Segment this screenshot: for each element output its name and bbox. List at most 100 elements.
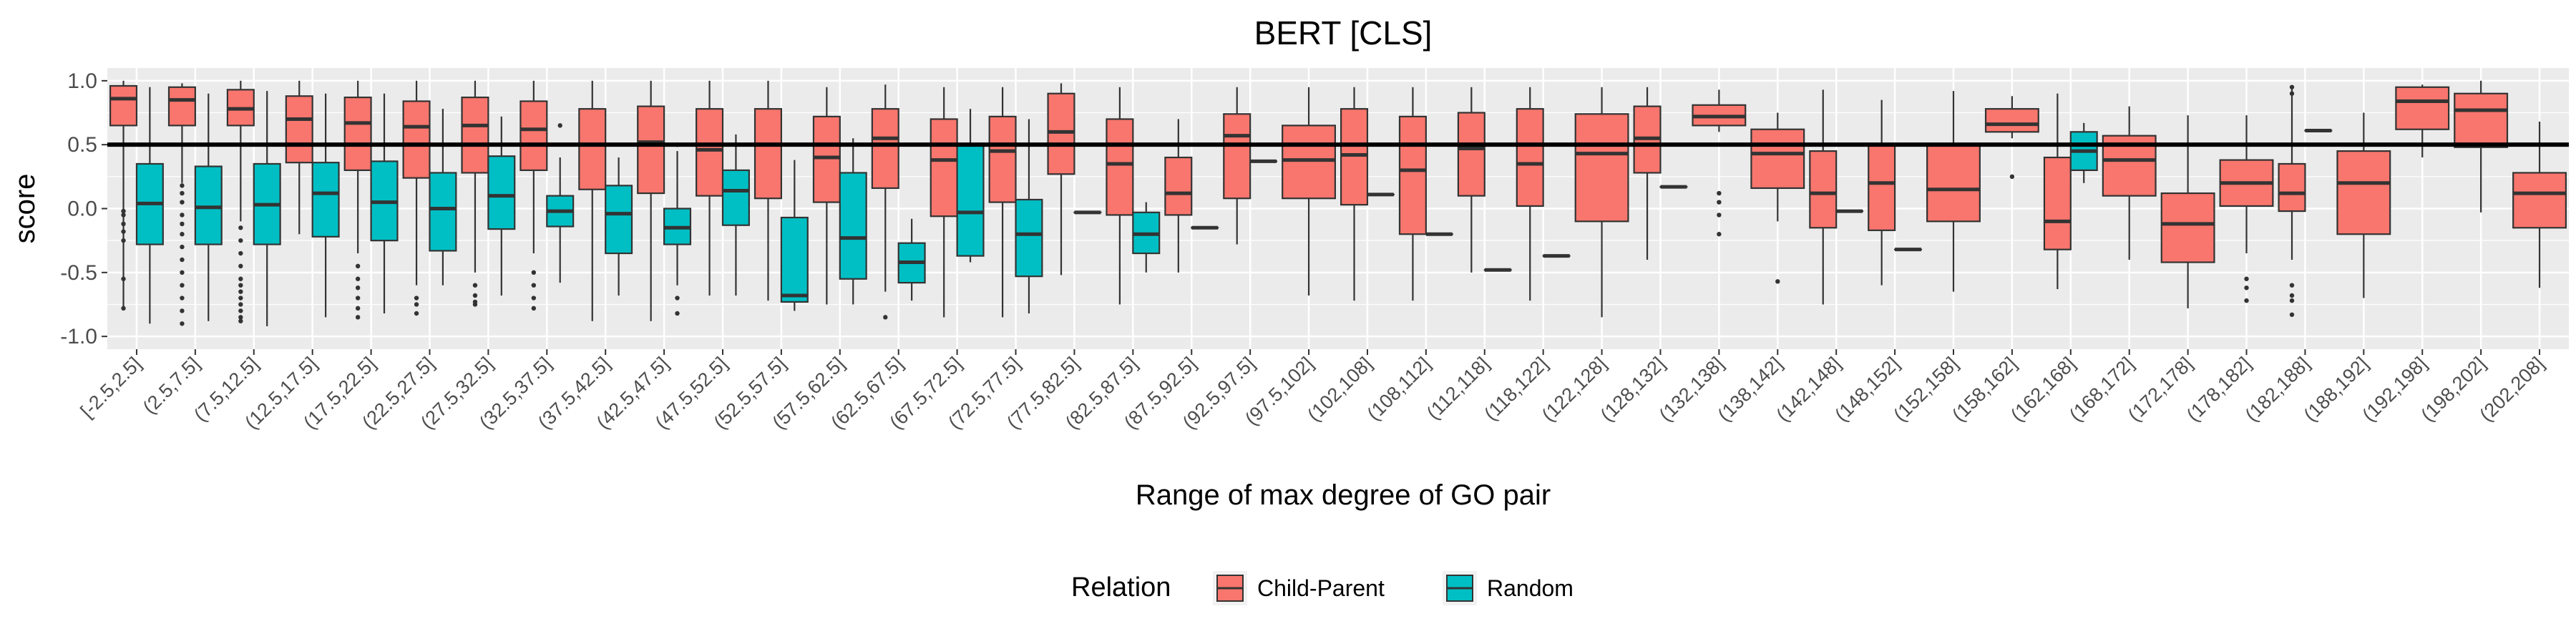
outlier-point bbox=[121, 276, 126, 281]
legend: Relation Child-Parent Random bbox=[1071, 571, 1574, 605]
box-iqr bbox=[311, 162, 340, 238]
outlier-point bbox=[180, 321, 185, 326]
box-child-parent bbox=[753, 80, 783, 301]
box-iqr bbox=[930, 118, 958, 218]
box-child-parent bbox=[812, 87, 841, 305]
legend-label: Child-Parent bbox=[1257, 575, 1385, 601]
outlier-point bbox=[675, 311, 680, 316]
box-random bbox=[487, 116, 516, 296]
box-iqr bbox=[109, 84, 138, 127]
box-random bbox=[429, 109, 457, 286]
x-axis: [-2.5,2.5](2.5,7.5](7.5,12.5](12.5,17.5]… bbox=[77, 349, 2548, 434]
box-random bbox=[780, 160, 809, 311]
box-iqr bbox=[1516, 108, 1544, 208]
outlier-point bbox=[180, 183, 185, 188]
box-iqr bbox=[956, 144, 985, 257]
box-iqr bbox=[194, 165, 223, 245]
outlier-point bbox=[2289, 283, 2295, 288]
legend-title: Relation bbox=[1071, 572, 1171, 602]
outlier-point bbox=[238, 250, 243, 256]
box-iqr bbox=[2512, 172, 2567, 229]
y-tick-label: -0.5 bbox=[60, 261, 97, 285]
outlier-point bbox=[1775, 279, 1780, 284]
box-random bbox=[605, 157, 633, 296]
outlier-point bbox=[121, 238, 126, 243]
outlier-point bbox=[238, 315, 243, 320]
box-random bbox=[135, 87, 164, 324]
box-child-parent bbox=[696, 80, 724, 296]
outlier-point bbox=[557, 123, 562, 128]
box-child-parent bbox=[109, 80, 138, 311]
box-child-parent bbox=[1457, 87, 1485, 273]
outlier-point bbox=[1717, 213, 1722, 218]
box-iqr bbox=[1457, 112, 1485, 197]
box-child-parent bbox=[343, 80, 372, 320]
box-iqr bbox=[285, 95, 313, 164]
box-child-parent bbox=[2043, 93, 2072, 290]
box-iqr bbox=[1574, 113, 1629, 223]
box-iqr bbox=[1340, 108, 1369, 206]
outlier-point bbox=[531, 270, 537, 275]
outlier-point bbox=[531, 306, 537, 311]
box-child-parent bbox=[2512, 122, 2567, 288]
box-iqr bbox=[2395, 86, 2450, 130]
box-iqr bbox=[167, 86, 196, 127]
box-iqr bbox=[988, 115, 1017, 203]
outlier-point bbox=[414, 311, 419, 316]
box-child-parent bbox=[1809, 89, 1838, 305]
legend-item-random: Random bbox=[1443, 571, 1574, 605]
outlier-point bbox=[472, 293, 478, 298]
box-child-parent bbox=[1223, 87, 1252, 245]
outlier-point bbox=[238, 318, 243, 323]
legend-label: Random bbox=[1487, 575, 1574, 601]
x-tick-label: [-2.5,2.5] bbox=[77, 353, 146, 422]
legend-item-child-parent: Child-Parent bbox=[1213, 571, 1385, 605]
box-iqr bbox=[2160, 192, 2215, 263]
outlier-point bbox=[2244, 286, 2249, 291]
box-child-parent bbox=[226, 80, 255, 323]
box-random bbox=[546, 123, 575, 283]
box-child-parent bbox=[285, 80, 313, 235]
box-iqr bbox=[753, 108, 783, 200]
box-child-parent bbox=[1692, 89, 1747, 237]
box-child-parent bbox=[2395, 84, 2450, 158]
outlier-point bbox=[238, 225, 243, 230]
y-axis-title: score bbox=[9, 174, 41, 244]
box-child-parent bbox=[1398, 87, 1427, 301]
box-child-parent bbox=[1750, 112, 1805, 284]
outlier-point bbox=[180, 283, 185, 288]
box-random bbox=[1015, 119, 1043, 313]
box-iqr bbox=[1926, 144, 1981, 223]
box-iqr bbox=[1809, 150, 1838, 229]
outlier-point bbox=[2289, 293, 2295, 298]
box-child-parent bbox=[1868, 99, 1896, 286]
boxes-layer bbox=[109, 80, 2567, 326]
x-tick-label: (108,112] bbox=[1363, 353, 1435, 424]
box-random bbox=[370, 93, 399, 313]
outlier-point bbox=[355, 263, 361, 269]
box-child-parent bbox=[930, 87, 958, 318]
outlier-point bbox=[355, 286, 361, 291]
box-child-parent bbox=[2454, 80, 2509, 213]
box-child-parent bbox=[1633, 87, 1662, 260]
chart-title: BERT [CLS] bbox=[1254, 14, 1433, 52]
box-iqr bbox=[1868, 144, 1896, 231]
outlier-point bbox=[883, 315, 888, 320]
box-random bbox=[897, 218, 926, 301]
outlier-point bbox=[472, 302, 478, 307]
box-child-parent bbox=[988, 87, 1017, 318]
box-child-parent bbox=[402, 80, 431, 316]
box-child-parent bbox=[1047, 83, 1075, 275]
box-random bbox=[663, 142, 692, 316]
y-tick-label: -1.0 bbox=[60, 325, 97, 348]
y-tick-label: 0.5 bbox=[67, 133, 97, 157]
outlier-point bbox=[238, 289, 243, 294]
box-iqr bbox=[2336, 150, 2391, 235]
box-child-parent bbox=[1926, 91, 1981, 292]
outlier-point bbox=[180, 221, 185, 227]
outlier-point bbox=[355, 306, 361, 311]
y-tick-label: 0.0 bbox=[67, 197, 97, 221]
outlier-point bbox=[121, 229, 126, 234]
outlier-point bbox=[121, 213, 126, 218]
box-child-parent bbox=[2278, 84, 2306, 317]
